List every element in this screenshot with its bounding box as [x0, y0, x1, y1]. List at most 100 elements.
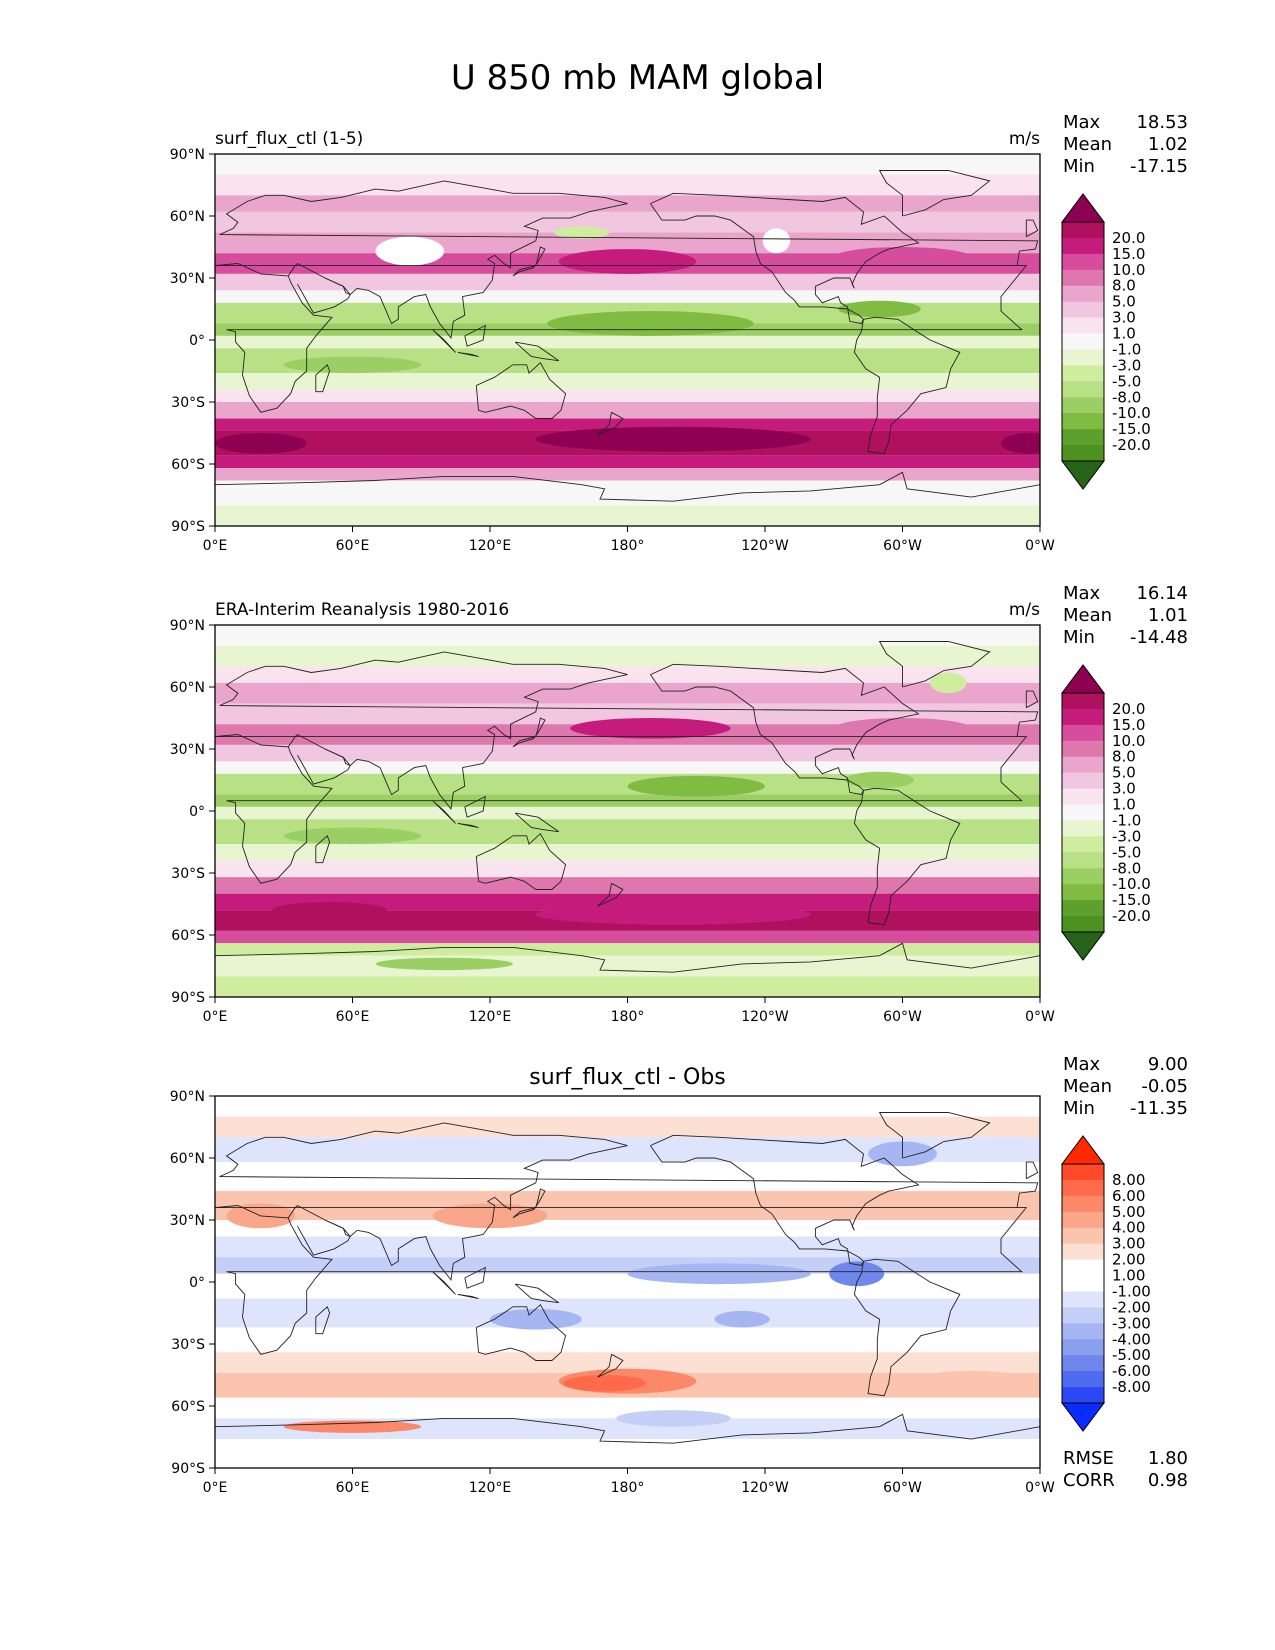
lat-tick-label: 90°S: [171, 1461, 205, 1477]
contour-band: [215, 174, 1040, 196]
stat-value: -0.05: [1141, 1076, 1188, 1097]
colorbar-label: -5.00: [1112, 1346, 1151, 1364]
colorbar: 20.015.010.08.05.03.01.0-1.0-3.0-5.0-8.0…: [1061, 664, 1151, 961]
colorbar-label: -5.0: [1112, 372, 1141, 390]
contour-band: [215, 154, 1040, 175]
colorbar-label: -1.00: [1112, 1282, 1151, 1300]
colorbar-label: -3.0: [1112, 356, 1141, 374]
contour-band: [215, 1298, 1040, 1328]
colorbar-segment: [1062, 1307, 1104, 1324]
colorbar-segment: [1062, 1211, 1104, 1229]
coastline: [215, 263, 1028, 413]
colorbar-label: -3.00: [1112, 1314, 1151, 1332]
colorbar-label: 2.00: [1112, 1251, 1145, 1269]
colorbar-segment: [1062, 900, 1104, 917]
colorbar-segment: [1062, 1243, 1104, 1261]
lat-tick-label: 0°: [189, 1275, 205, 1291]
contour-band: [215, 273, 1040, 291]
contour-patch: [283, 1420, 422, 1433]
lat-tick-label: 30°S: [171, 1337, 205, 1353]
lon-tick-label: 0°E: [203, 1480, 228, 1496]
colorbar-segment: [1062, 269, 1104, 287]
contour-patch: [616, 1410, 731, 1427]
colorbar-label: 20.0: [1112, 229, 1145, 247]
colorbar-segment: [1062, 820, 1104, 837]
lon-tick-label: 60°E: [336, 1480, 370, 1496]
coastline: [650, 674, 848, 781]
lon-tick-label: 0°E: [203, 538, 228, 554]
colorbar-extend-bottom: [1061, 460, 1105, 490]
colorbar-label: 15.0: [1112, 245, 1145, 263]
contour-band: [215, 402, 1040, 419]
contour-patch: [558, 249, 697, 274]
colorbar-label: -10.0: [1112, 404, 1151, 422]
panel-units: m/s: [1009, 129, 1040, 149]
coastline: [315, 835, 331, 864]
coastline: [853, 1258, 961, 1397]
colorbar-segment: [1062, 852, 1104, 869]
lat-tick-label: 60°N: [170, 209, 205, 225]
coastline: [432, 329, 456, 353]
lon-tick-label: 180°: [611, 1009, 645, 1025]
contour-band: [215, 943, 1040, 956]
contour-band: [215, 455, 1040, 469]
lon-tick-label: 120°E: [469, 538, 512, 554]
colorbar-extend-bottom: [1061, 931, 1105, 961]
colorbar-segment: [1062, 1339, 1104, 1356]
lon-tick-label: 60°E: [336, 1009, 370, 1025]
coastline: [297, 1219, 351, 1256]
coastline: [215, 471, 1040, 502]
stat-value: -11.35: [1130, 1098, 1188, 1119]
colorbar-label: -4.00: [1112, 1330, 1151, 1348]
coastline: [512, 246, 546, 277]
coastline: [853, 316, 961, 455]
colorbar-segment: [1062, 333, 1104, 350]
stat-value: 18.53: [1136, 112, 1188, 133]
contour-band: [215, 1096, 1040, 1117]
contour-band: [215, 930, 1040, 944]
contour-patch: [714, 1310, 770, 1328]
colorbar-label: 5.0: [1112, 293, 1136, 311]
colorbar-segment: [1062, 1195, 1104, 1213]
colorbar-label: 1.0: [1112, 325, 1136, 343]
colorbar-label: -8.0: [1112, 388, 1141, 406]
coastline: [215, 1205, 1028, 1355]
colorbar-label: -8.0: [1112, 859, 1141, 877]
contour-patch: [930, 672, 967, 694]
colorbar-segment: [1062, 1323, 1104, 1340]
colorbar-segment: [1062, 397, 1104, 414]
contour-band: [215, 645, 1040, 667]
colorbar-label: 3.00: [1112, 1235, 1145, 1253]
contour-patch: [762, 228, 791, 254]
metric-label: CORR: [1063, 1470, 1115, 1491]
colorbar-label: -20.0: [1112, 907, 1151, 925]
contour-patch: [215, 433, 307, 454]
colorbar-label: -15.0: [1112, 891, 1151, 909]
colorbar-label: -3.0: [1112, 827, 1141, 845]
colorbar-segment: [1062, 1275, 1104, 1292]
colorbar-segment: [1062, 884, 1104, 901]
colorbar-extend-top: [1061, 1135, 1105, 1165]
contour-band: [215, 682, 1040, 704]
metric-label: RMSE: [1063, 1448, 1114, 1469]
contour-band: [215, 373, 1040, 390]
map-panel-2: 90°N 60°N 30°N 0° 30°S 60°S 90°S 0°E 60°E 120°E 18…: [170, 583, 1188, 1025]
contour-band: [215, 1162, 1040, 1192]
contour-patch: [829, 1261, 885, 1287]
colorbar-segment: [1062, 222, 1104, 239]
lon-tick-label: 0°W: [1025, 1009, 1055, 1025]
colorbar-segment: [1062, 693, 1104, 710]
contour-band: [215, 703, 1040, 725]
coastline: [514, 1283, 560, 1304]
colorbar-segment: [1062, 413, 1104, 430]
panel-title-left: surf_flux_ctl (1-5): [215, 129, 363, 149]
stat-label: Mean: [1063, 605, 1112, 626]
coastline: [597, 411, 624, 436]
colorbar-extend-top: [1061, 193, 1105, 223]
coastline: [457, 351, 479, 357]
colorbar-segment: [1062, 1227, 1104, 1245]
contour-band: [215, 806, 1040, 820]
stat-label: Min: [1063, 627, 1095, 648]
lon-tick-label: 120°E: [469, 1009, 512, 1025]
coastline: [1025, 690, 1039, 709]
